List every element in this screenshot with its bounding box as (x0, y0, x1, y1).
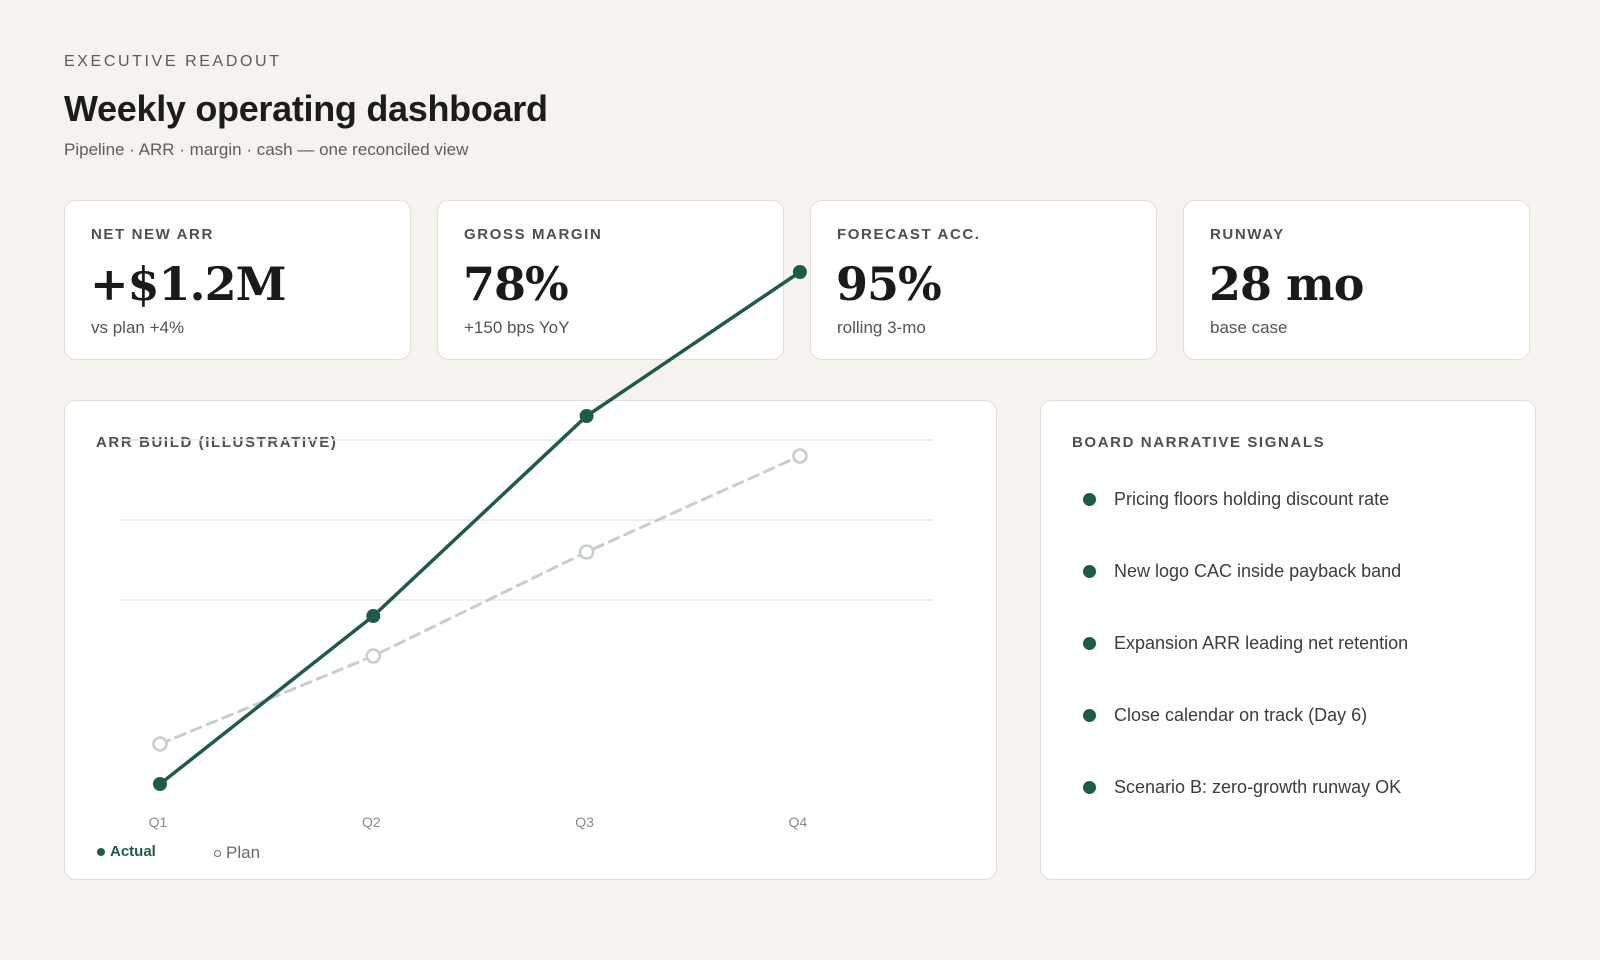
signal-item: Pricing floors holding discount rate (1083, 489, 1389, 510)
x-tick-label: Q3 (575, 814, 594, 830)
data-point-plan (152, 736, 168, 752)
legend-plan-label: Plan (226, 843, 261, 862)
kpi-label: GROSS MARGIN (464, 226, 603, 243)
data-point-actual (153, 777, 167, 791)
kpi-value: 95% (836, 257, 942, 311)
signal-text: Expansion ARR leading net retention (1114, 633, 1409, 653)
data-point-plan (365, 648, 382, 664)
arr-build-heading: ARR BUILD (ILLUSTRATIVE) (96, 434, 338, 451)
signal-text: Close calendar on track (Day 6) (1114, 705, 1368, 725)
signal-item: New logo CAC inside payback band (1083, 561, 1401, 582)
kpi-value: 28 mo (1209, 257, 1364, 311)
kpi-label: FORECAST ACC. (837, 226, 981, 243)
series-line-plan (158, 454, 802, 746)
signal-bullet-icon (1083, 493, 1096, 506)
legend-actual-marker (97, 847, 105, 856)
x-tick-label: Q2 (362, 814, 381, 830)
data-point-plan (578, 544, 595, 560)
data-point-actual (792, 265, 807, 279)
page-subtitle: Pipeline · ARR · margin · cash — one rec… (64, 140, 469, 159)
signal-item: Expansion ARR leading net retention (1083, 633, 1408, 654)
kpi-value: +$1.2M (90, 257, 286, 311)
eyebrow-label: EXECUTIVE READOUT (64, 53, 282, 70)
kpi-note: base case (1210, 318, 1288, 337)
legend-actual: Actual (97, 843, 156, 860)
kpi-note: +150 bps YoY (464, 318, 570, 337)
signal-item: Close calendar on track (Day 6) (1083, 705, 1367, 726)
kpi-card-runway: RUNWAY 28 mo base case (1183, 200, 1530, 360)
kpi-note: rolling 3-mo (837, 318, 926, 337)
signal-item: Scenario B: zero-growth runway OK (1083, 777, 1401, 798)
data-point-plan (792, 448, 808, 464)
kpi-value: 78% (463, 257, 569, 311)
kpi-label: NET NEW ARR (91, 226, 214, 243)
legend-plan-marker (214, 849, 221, 857)
page-title: Weekly operating dashboard (64, 88, 548, 129)
series-line-actual (158, 270, 802, 786)
legend-actual-label: Actual (110, 843, 156, 860)
signal-text: New logo CAC inside payback band (1114, 561, 1402, 581)
kpi-card-net-new-arr: NET NEW ARR +$1.2M vs plan +4% (64, 200, 411, 360)
x-tick-label: Q4 (789, 814, 808, 830)
kpi-note: vs plan +4% (91, 318, 185, 337)
signal-text: Pricing floors holding discount rate (1114, 489, 1390, 509)
legend-plan: Plan (214, 843, 260, 863)
signal-text: Scenario B: zero-growth runway OK (1114, 777, 1402, 797)
kpi-card-gross-margin: GROSS MARGIN 78% +150 bps YoY (437, 200, 784, 360)
board-signals-panel: BOARD NARRATIVE SIGNALS Pricing floors h… (1040, 400, 1536, 880)
signal-bullet-icon (1083, 637, 1096, 650)
kpi-card-forecast-accuracy: FORECAST ACC. 95% rolling 3-mo (810, 200, 1157, 360)
signal-bullet-icon (1083, 781, 1096, 794)
data-point-actual (579, 409, 594, 423)
signal-bullet-icon (1083, 565, 1096, 578)
data-point-actual (366, 609, 381, 623)
board-signals-heading: BOARD NARRATIVE SIGNALS (1072, 434, 1326, 451)
kpi-label: RUNWAY (1210, 226, 1285, 243)
arr-build-panel: ARR BUILD (ILLUSTRATIVE) (64, 400, 997, 880)
signal-bullet-icon (1083, 709, 1096, 722)
x-tick-label: Q1 (149, 814, 168, 830)
